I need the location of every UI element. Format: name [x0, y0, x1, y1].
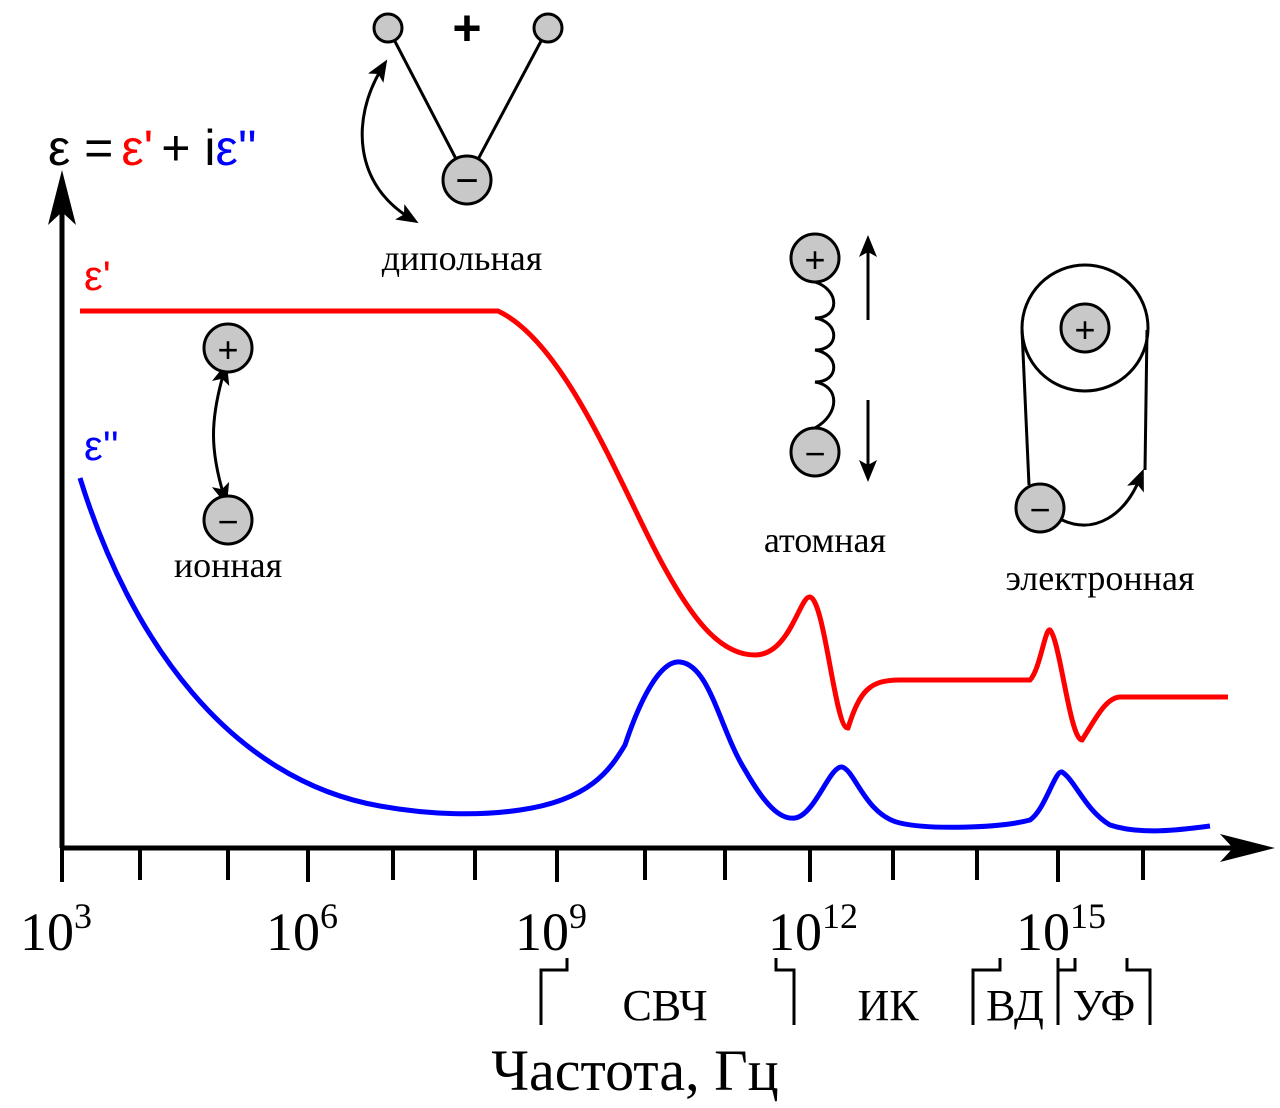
tick-base: 10: [1016, 902, 1070, 962]
electronic-icon: + −: [1014, 263, 1150, 534]
band-label: УФ: [1073, 981, 1136, 1030]
tick-base: 10: [266, 902, 320, 962]
x-tick-label: 103: [20, 896, 92, 962]
charge-sign: +: [804, 239, 825, 280]
tick-exponent: 9: [569, 896, 587, 936]
x-axis-label: Частота, Гц: [491, 1038, 778, 1103]
x-arrow: [1220, 834, 1275, 862]
atomic-icon: + −: [789, 232, 877, 482]
mechanism-label: атомная: [764, 520, 886, 560]
tick-exponent: 12: [822, 896, 858, 936]
x-tick-label: 1012: [768, 896, 858, 962]
charge-sign: −: [217, 501, 238, 542]
charge-sign: +: [1074, 309, 1095, 350]
ionic-icon: + −: [202, 322, 254, 546]
x-tick-label: 1015: [1016, 896, 1106, 962]
formula-part: ε =: [48, 120, 113, 176]
mechanism-label: электронная: [1006, 558, 1195, 598]
formula: ε = ε' + iε'': [48, 120, 257, 176]
formula-part: ε': [121, 120, 153, 176]
mechanism-label: ионная: [174, 545, 282, 585]
tick-base: 10: [20, 902, 74, 962]
dipole-icon: − +: [360, 0, 564, 224]
curve-label: ε'': [84, 422, 119, 469]
band-label: ВД: [986, 981, 1044, 1030]
imag-curve: [77, 477, 1211, 834]
charge-sign: +: [217, 329, 238, 370]
band-label: ИК: [857, 981, 919, 1030]
charge-sign: −: [1029, 489, 1050, 530]
tick-base: 10: [515, 902, 569, 962]
x-tick-label: 106: [266, 896, 338, 962]
tick-exponent: 6: [320, 896, 338, 936]
formula-part: + i: [161, 120, 215, 176]
charge-sign: −: [455, 159, 478, 203]
charge-sign: +: [452, 0, 481, 56]
minor-ticks: [138, 848, 1145, 880]
real-curve: [80, 308, 1228, 743]
tick-exponent: 3: [74, 896, 92, 936]
mechanism-label: дипольная: [382, 238, 543, 278]
tick-base: 10: [768, 902, 822, 962]
charge-sign: −: [804, 433, 825, 474]
x-tick-label: 109: [515, 896, 587, 962]
formula-part: ε'': [215, 120, 256, 176]
tick-exponent: 15: [1070, 896, 1106, 936]
axes: [48, 170, 1275, 880]
y-arrow: [48, 170, 76, 225]
curve-label: ε': [84, 252, 111, 299]
band-label: СВЧ: [622, 981, 707, 1030]
band-brackets: [539, 958, 1152, 1025]
